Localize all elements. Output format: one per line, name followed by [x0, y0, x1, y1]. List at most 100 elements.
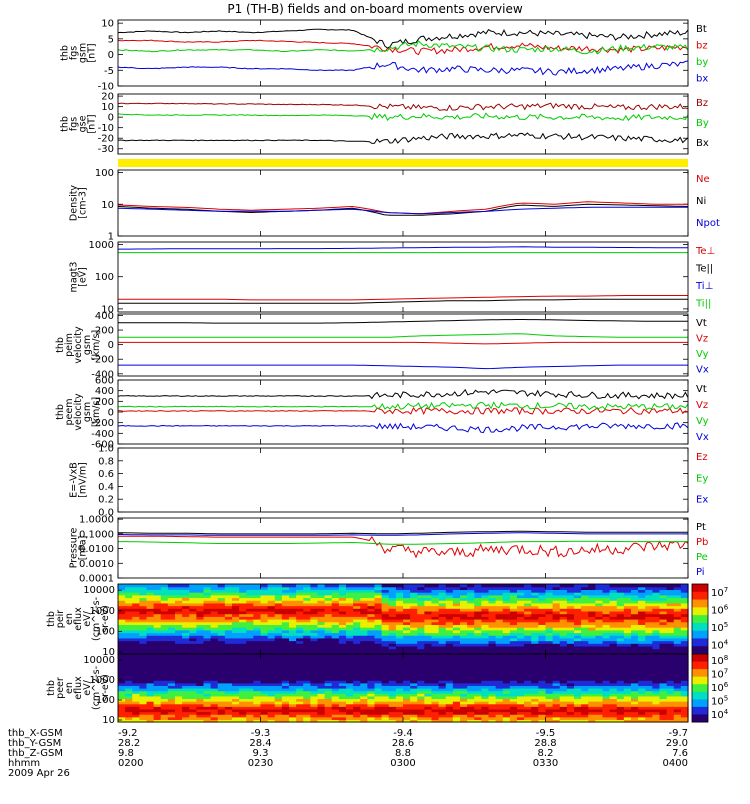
- spectrogram-cell: [125, 586, 133, 590]
- spectrogram-cell: [403, 690, 411, 694]
- spectrogram-cell: [153, 629, 162, 634]
- spectrogram-cell: [602, 698, 611, 702]
- spectrogram-cell: [210, 605, 219, 609]
- spectrogram-cell: [239, 669, 247, 673]
- spectrogram-cell: [460, 703, 468, 707]
- spectrogram-cell: [189, 600, 197, 604]
- spectrogram-cell: [303, 594, 311, 599]
- spectrogram-cell: [189, 608, 197, 612]
- spectrogram-cell: [666, 664, 675, 668]
- spectrogram-cell: [645, 624, 653, 628]
- spectrogram-cell: [374, 600, 383, 604]
- spectrogram-cell: [217, 602, 226, 607]
- spectrogram-cell: [303, 637, 311, 642]
- spectrogram-cell: [175, 695, 183, 700]
- spectrogram-cell: [139, 608, 148, 612]
- spectrogram-cell: [438, 635, 447, 639]
- spectrogram-cell: [438, 632, 447, 636]
- spectrogram-cell: [652, 656, 661, 660]
- spectrogram-cell: [531, 682, 539, 686]
- spectrogram-cell: [488, 619, 497, 623]
- spectrogram-cell: [239, 693, 247, 697]
- spectrogram-cell: [367, 719, 376, 723]
- spectrogram-cell: [125, 716, 133, 720]
- spectrogram-cell: [203, 674, 212, 679]
- spectrogram-cell: [224, 624, 233, 628]
- spectrogram-cell: [374, 674, 383, 679]
- spectrogram-cell: [317, 714, 326, 718]
- spectrogram-cell: [410, 685, 418, 689]
- spectrogram-cell: [474, 594, 482, 599]
- spectrogram-cell: [623, 651, 632, 655]
- spectrogram-cell: [196, 597, 205, 601]
- spectrogram-cell: [331, 701, 340, 705]
- spectrogram-cell: [438, 648, 447, 652]
- spectrogram-cell: [431, 656, 440, 660]
- spectrogram-cell: [538, 680, 547, 684]
- spectrogram-cell: [673, 627, 682, 631]
- spectrogram-cell: [588, 648, 596, 652]
- spectrogram-cell: [623, 648, 632, 652]
- spectrogram-cell: [602, 695, 611, 700]
- legend-label: Bt: [696, 24, 707, 35]
- spectrogram-cell: [545, 627, 554, 631]
- spectrogram-cell: [289, 619, 297, 623]
- spectrogram-cell: [531, 667, 539, 671]
- spectrogram-cell: [331, 711, 340, 715]
- spectrogram-cell: [659, 643, 668, 647]
- axis-row-value: 9.3: [253, 748, 269, 759]
- spectrogram-cell: [160, 716, 169, 720]
- spectrogram-cell: [431, 629, 440, 634]
- spectrogram-cell: [631, 672, 639, 676]
- spectrogram-cell: [125, 701, 133, 705]
- spectrogram-cell: [324, 608, 333, 612]
- spectrogram-cell: [410, 648, 418, 652]
- spectrogram-cell: [566, 586, 575, 590]
- spectrogram-cell: [310, 703, 319, 707]
- spectrogram-cell: [160, 624, 169, 628]
- spectrogram-cell: [253, 690, 262, 694]
- spectrogram-cell: [616, 695, 625, 700]
- spectrogram-cell: [517, 610, 525, 615]
- spectrogram-cell: [417, 597, 425, 601]
- spectrogram-cell: [581, 597, 589, 601]
- spectrogram-cell: [353, 616, 361, 620]
- spectrogram-cell: [395, 619, 404, 623]
- spectrogram-cell: [517, 602, 525, 607]
- spectrogram-cell: [346, 629, 354, 634]
- spectrogram-cell: [559, 674, 568, 679]
- y-axis-label-line: thb: [46, 680, 57, 696]
- spectrogram-cell: [346, 672, 354, 676]
- spectrogram-cell: [445, 682, 454, 686]
- spectrogram-cell: [538, 608, 547, 612]
- spectrogram-cell: [538, 651, 547, 655]
- spectrogram-cell: [317, 619, 326, 623]
- axis-row-value: 28.8: [534, 738, 556, 749]
- spectrogram-cell: [246, 654, 254, 658]
- spectrogram-cell: [680, 659, 689, 663]
- spectrogram-cell: [502, 586, 511, 590]
- spectrogram-cell: [559, 651, 568, 655]
- spectrogram-cell: [638, 621, 646, 625]
- y-tick-label: 10: [101, 200, 114, 211]
- spectrogram-cell: [431, 674, 440, 679]
- spectrogram-cell: [616, 664, 625, 668]
- spectrogram-cell: [502, 714, 511, 718]
- spectrogram-cell: [403, 661, 411, 666]
- spectrogram-cell: [274, 643, 283, 647]
- spectrogram-cell: [659, 602, 668, 607]
- spectrogram-cell: [609, 632, 618, 636]
- spectrogram-cell: [367, 661, 376, 666]
- spectrogram-cell: [495, 635, 504, 639]
- spectrogram-cell: [217, 701, 226, 705]
- y-axis-label-line: [km/s]: [91, 397, 102, 427]
- spectrogram-cell: [552, 600, 561, 604]
- spectrogram-cell: [431, 695, 440, 700]
- spectrogram-cell: [346, 659, 354, 663]
- colorbar-segment: [692, 691, 708, 700]
- spectrogram-cell: [381, 714, 390, 718]
- spectrogram-cell: [239, 682, 247, 686]
- spectrogram-cell: [232, 695, 240, 700]
- spectrogram-cell: [645, 701, 653, 705]
